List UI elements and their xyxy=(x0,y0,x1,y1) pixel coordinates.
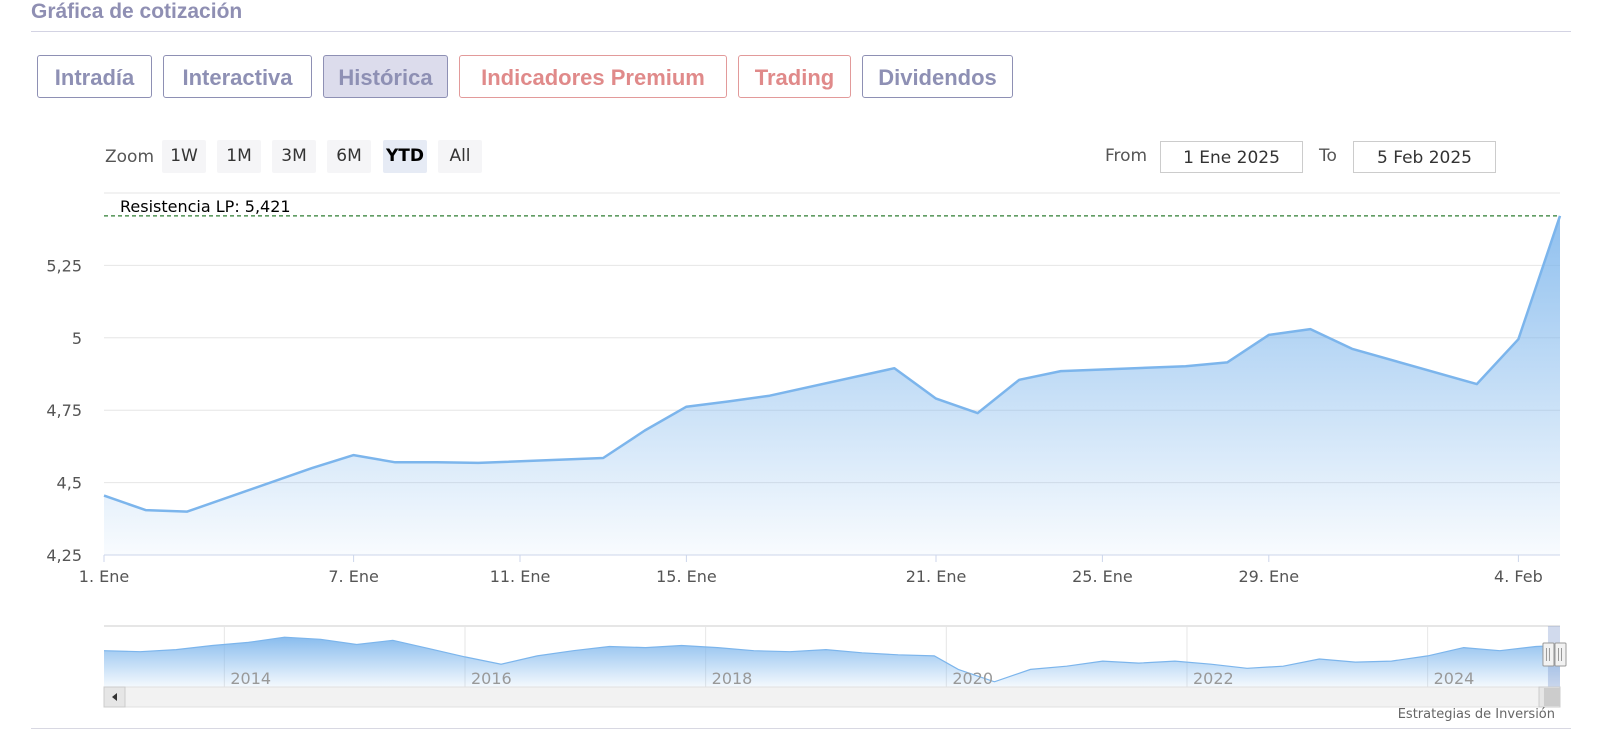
navigator-area xyxy=(104,637,1560,687)
x-tick-label: 4. Feb xyxy=(1494,567,1543,586)
zoom-all-button[interactable]: All xyxy=(438,140,482,173)
zoom-6m-button[interactable]: 6M xyxy=(327,140,371,173)
y-tick-label: 5,25 xyxy=(46,256,82,275)
tab-historica[interactable]: Histórica xyxy=(323,55,448,98)
navigator-line xyxy=(103,636,1561,683)
data-point xyxy=(1475,382,1479,386)
navigator-year-label: 2024 xyxy=(1434,669,1475,688)
data-point xyxy=(1225,360,1229,364)
data-point xyxy=(1308,327,1312,331)
data-point xyxy=(768,394,772,398)
data-point xyxy=(102,494,106,498)
data-point xyxy=(976,411,980,415)
y-tick-label: 4,25 xyxy=(46,546,82,565)
data-point xyxy=(185,510,189,514)
range-from-label: From xyxy=(1105,146,1148,166)
x-tick-label: 7. Ene xyxy=(328,567,378,586)
navigator-left-handle[interactable] xyxy=(1542,642,1555,667)
tab-dividendos[interactable]: Dividendos xyxy=(862,55,1013,98)
navigator-year-label: 2018 xyxy=(712,669,753,688)
x-tick-label: 1. Ene xyxy=(79,567,129,586)
data-point xyxy=(476,461,480,465)
tab-intradia[interactable]: Intradía xyxy=(37,55,152,98)
zoom-ytd-button[interactable]: YTD xyxy=(383,140,427,173)
navigator[interactable]: 2014 2016 2018 2020 2022 2024 xyxy=(103,625,1567,708)
data-point xyxy=(310,466,314,470)
title-divider xyxy=(31,31,1571,32)
y-axis-labels: 4,25 4,5 4,75 5 5,25 xyxy=(46,256,82,565)
scrollbar-thumb[interactable] xyxy=(1543,688,1560,706)
data-point xyxy=(643,428,647,432)
x-axis-labels: 1. Ene 7. Ene 11. Ene 15. Ene 21. Ene 25. Ene… xyxy=(79,555,1543,586)
data-point xyxy=(601,456,605,460)
navigator-year-label: 2020 xyxy=(952,669,993,688)
data-point xyxy=(684,405,688,409)
zoom-label: Zoom xyxy=(105,147,155,167)
x-tick-label: 15. Ene xyxy=(656,567,717,586)
data-point xyxy=(1516,337,1520,341)
y-tick-label: 5 xyxy=(72,329,82,348)
price-area xyxy=(104,215,1560,555)
data-point xyxy=(1350,347,1354,351)
data-point xyxy=(352,453,356,457)
range-to-label: To xyxy=(1319,146,1337,166)
navigator-year-label: 2022 xyxy=(1193,669,1234,688)
chart-credit: Estrategias de Inversión xyxy=(1397,707,1555,722)
tab-indicadores-premium[interactable]: Indicadores Premium xyxy=(459,55,727,98)
data-point xyxy=(1267,333,1271,337)
navigator-year-label: 2016 xyxy=(471,669,512,688)
y-tick-label: 4,5 xyxy=(57,474,82,493)
x-tick-label: 29. Ene xyxy=(1238,567,1299,586)
data-point xyxy=(934,397,938,401)
zoom-1w-button[interactable]: 1W xyxy=(162,140,206,173)
data-point xyxy=(1017,378,1021,382)
x-tick-label: 21. Ene xyxy=(906,567,967,586)
zoom-3m-button[interactable]: 3M xyxy=(272,140,316,173)
page-title: Gráfica de cotización xyxy=(31,0,243,23)
zoom-1m-button[interactable]: 1M xyxy=(217,140,261,173)
x-tick-label: 25. Ene xyxy=(1072,567,1133,586)
data-point xyxy=(144,508,148,512)
range-from-input[interactable]: 1 Ene 2025 xyxy=(1160,141,1303,173)
data-point xyxy=(435,460,439,464)
tab-interactiva[interactable]: Interactiva xyxy=(163,55,312,98)
data-point xyxy=(1184,364,1188,368)
y-tick-label: 4,75 xyxy=(46,401,82,420)
x-tick-label: 11. Ene xyxy=(490,567,551,586)
range-to-input[interactable]: 5 Feb 2025 xyxy=(1353,141,1496,173)
scrollbar-track[interactable] xyxy=(103,686,1561,708)
footer-divider xyxy=(31,728,1571,729)
tab-trading[interactable]: Trading xyxy=(738,55,851,98)
data-point xyxy=(726,400,730,404)
arrow-left-icon xyxy=(112,693,117,701)
data-point xyxy=(1059,369,1063,373)
resistance-label: Resistencia LP: 5,421 xyxy=(120,197,291,216)
navigator-right-handle[interactable] xyxy=(1554,642,1567,667)
navigator-year-label: 2014 xyxy=(230,669,271,688)
data-point xyxy=(892,366,896,370)
price-line xyxy=(103,215,1562,513)
data-point xyxy=(393,460,397,464)
